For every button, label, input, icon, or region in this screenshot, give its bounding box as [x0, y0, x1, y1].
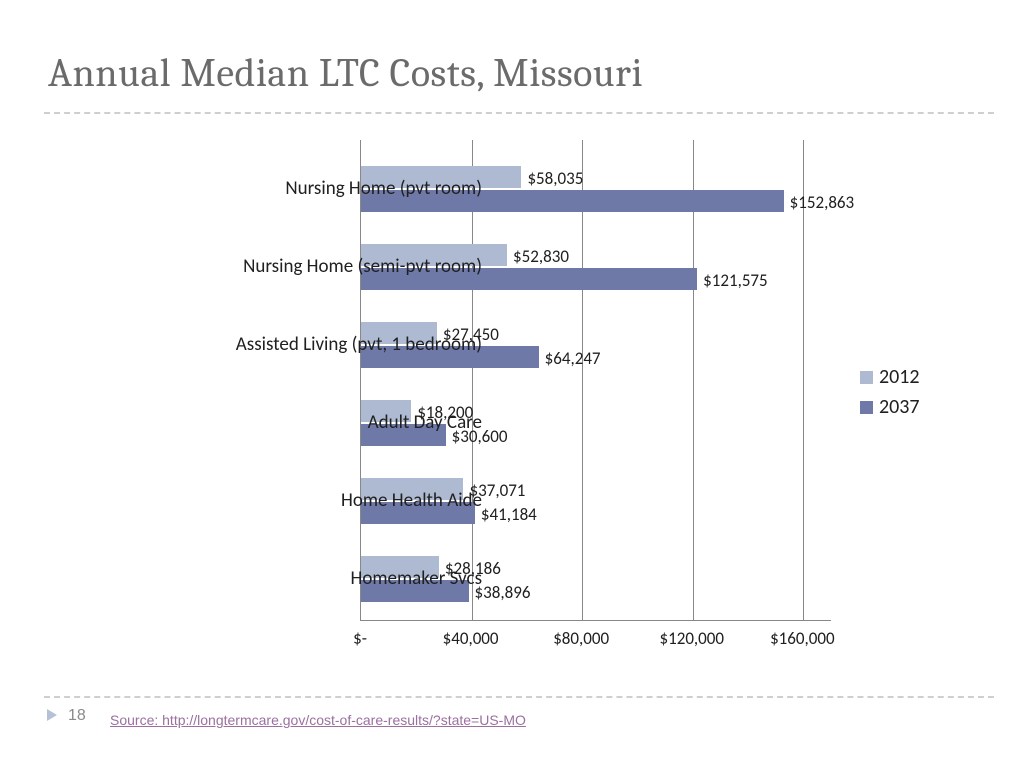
- legend: 2012 2037: [860, 365, 920, 425]
- bar-value-label: $58,035: [527, 168, 583, 189]
- legend-item-2012: 2012: [860, 365, 920, 389]
- legend-swatch-2012: [860, 371, 873, 384]
- gridline: [693, 140, 694, 620]
- gridline: [472, 140, 473, 620]
- category-label: Assisted Living (pvt, 1 bedroom): [192, 333, 482, 356]
- legend-swatch-2037: [860, 401, 873, 414]
- x-tick-label: $-: [353, 628, 367, 649]
- page-number: 18: [68, 707, 86, 725]
- category-label: Nursing Home (pvt room): [192, 177, 482, 200]
- legend-label-2012: 2012: [879, 365, 920, 389]
- x-tick-label: $40,000: [443, 628, 499, 649]
- footer-divider: [44, 696, 994, 698]
- bar-chart: $58,035$152,863$52,830$121,575$27,450$64…: [60, 130, 960, 670]
- slide: Annual Median LTC Costs, Missouri $58,03…: [0, 0, 1024, 768]
- bar-value-label: $152,863: [790, 192, 855, 213]
- page-arrow-icon: [44, 707, 60, 728]
- legend-label-2037: 2037: [879, 395, 920, 419]
- x-tick-label: $120,000: [659, 628, 724, 649]
- bar-value-label: $121,575: [703, 270, 768, 291]
- bar-value-label: $64,247: [545, 348, 601, 369]
- slide-title: Annual Median LTC Costs, Missouri: [48, 50, 643, 96]
- category-label: Home Health Aide: [192, 489, 482, 512]
- title-divider: [44, 112, 994, 114]
- category-label: Homemaker Svcs: [192, 567, 482, 590]
- x-tick-label: $80,000: [553, 628, 609, 649]
- legend-item-2037: 2037: [860, 395, 920, 419]
- x-tick-label: $160,000: [770, 628, 835, 649]
- category-label: Nursing Home (semi-pvt room): [192, 255, 482, 278]
- gridline: [582, 140, 583, 620]
- plot-area: $58,035$152,863$52,830$121,575$27,450$64…: [360, 140, 831, 621]
- bar-value-label: $52,830: [513, 246, 569, 267]
- source-link[interactable]: Source: http://longtermcare.gov/cost-of-…: [110, 712, 526, 728]
- bar-value-label: $41,184: [481, 504, 537, 525]
- category-label: Adult Day Care: [192, 411, 482, 434]
- bar-value-label: $38,896: [475, 582, 531, 603]
